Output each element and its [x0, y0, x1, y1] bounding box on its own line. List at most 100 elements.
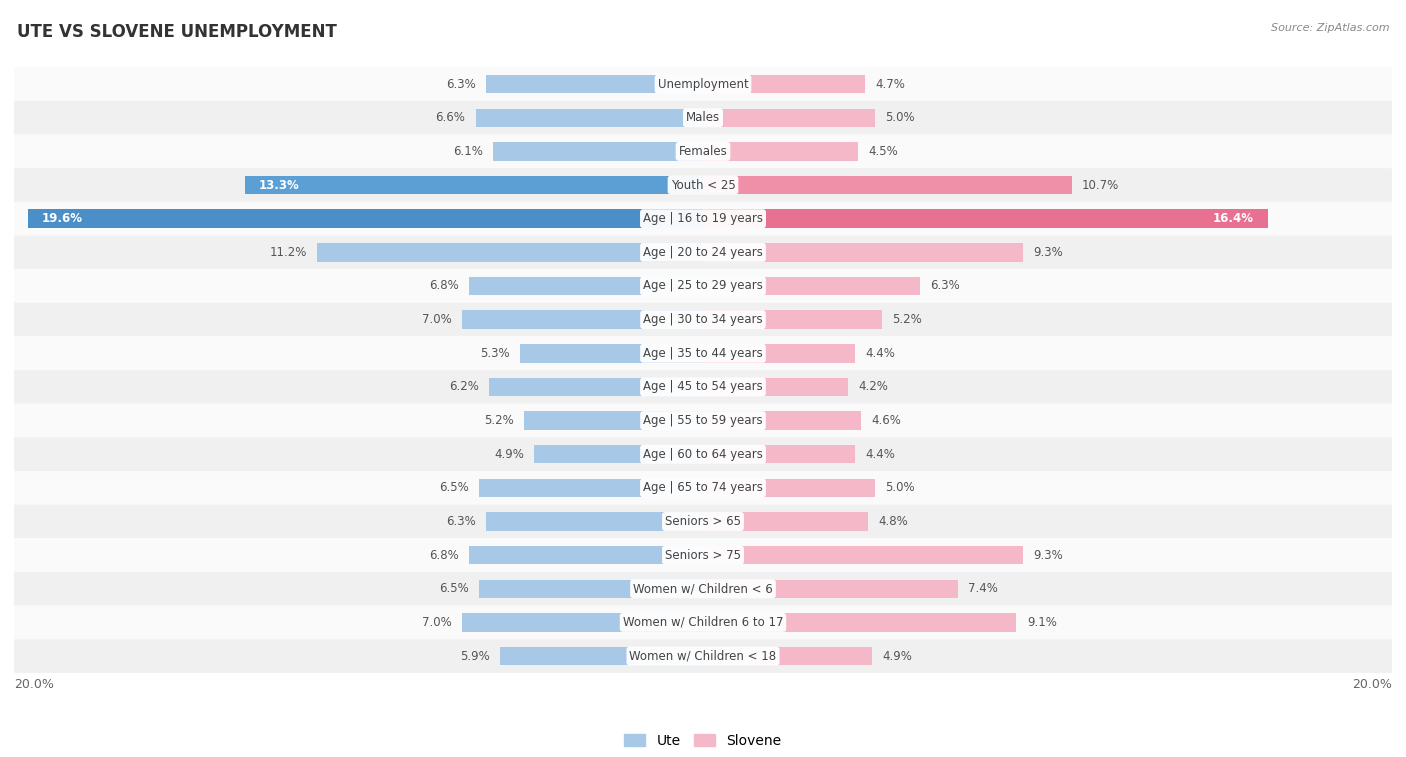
Bar: [245, 176, 703, 195]
FancyBboxPatch shape: [14, 303, 1392, 336]
Text: 5.3%: 5.3%: [481, 347, 510, 360]
Bar: [520, 344, 703, 363]
Bar: [499, 646, 703, 665]
FancyBboxPatch shape: [14, 572, 1392, 606]
Text: Women w/ Children 6 to 17: Women w/ Children 6 to 17: [623, 616, 783, 629]
Bar: [703, 512, 869, 531]
Bar: [461, 310, 703, 329]
Text: 6.8%: 6.8%: [429, 279, 458, 292]
FancyBboxPatch shape: [14, 370, 1392, 403]
Bar: [703, 176, 1071, 195]
Text: 6.3%: 6.3%: [446, 515, 475, 528]
Bar: [475, 108, 703, 127]
Bar: [703, 108, 875, 127]
Text: 6.3%: 6.3%: [931, 279, 960, 292]
Text: Age | 45 to 54 years: Age | 45 to 54 years: [643, 381, 763, 394]
Text: 7.4%: 7.4%: [969, 582, 998, 595]
Text: 6.1%: 6.1%: [453, 145, 482, 158]
Text: 6.6%: 6.6%: [436, 111, 465, 124]
Bar: [479, 580, 703, 598]
FancyBboxPatch shape: [14, 606, 1392, 639]
Text: 9.3%: 9.3%: [1033, 246, 1063, 259]
Text: 4.4%: 4.4%: [865, 347, 894, 360]
Text: Source: ZipAtlas.com: Source: ZipAtlas.com: [1271, 23, 1389, 33]
Text: 4.4%: 4.4%: [865, 447, 894, 461]
Bar: [703, 142, 858, 160]
Bar: [703, 210, 1268, 228]
Text: Seniors > 65: Seniors > 65: [665, 515, 741, 528]
Text: 5.0%: 5.0%: [886, 481, 915, 494]
Text: 6.5%: 6.5%: [439, 481, 468, 494]
Text: Age | 65 to 74 years: Age | 65 to 74 years: [643, 481, 763, 494]
Text: 4.5%: 4.5%: [869, 145, 898, 158]
Text: Males: Males: [686, 111, 720, 124]
Text: 9.3%: 9.3%: [1033, 549, 1063, 562]
Text: 9.1%: 9.1%: [1026, 616, 1057, 629]
FancyBboxPatch shape: [14, 538, 1392, 572]
Bar: [703, 613, 1017, 631]
Bar: [703, 546, 1024, 565]
Text: Age | 30 to 34 years: Age | 30 to 34 years: [643, 313, 763, 326]
Bar: [524, 411, 703, 430]
Text: Unemployment: Unemployment: [658, 78, 748, 91]
Text: UTE VS SLOVENE UNEMPLOYMENT: UTE VS SLOVENE UNEMPLOYMENT: [17, 23, 337, 41]
Text: 6.8%: 6.8%: [429, 549, 458, 562]
Text: 4.7%: 4.7%: [875, 78, 905, 91]
Bar: [468, 277, 703, 295]
Text: 20.0%: 20.0%: [1353, 678, 1392, 691]
Bar: [703, 344, 855, 363]
Bar: [468, 546, 703, 565]
FancyBboxPatch shape: [14, 202, 1392, 235]
Bar: [486, 512, 703, 531]
Bar: [534, 445, 703, 463]
Bar: [28, 210, 703, 228]
FancyBboxPatch shape: [14, 438, 1392, 471]
Text: 6.5%: 6.5%: [439, 582, 468, 595]
FancyBboxPatch shape: [14, 639, 1392, 673]
Bar: [703, 243, 1024, 262]
Text: 6.3%: 6.3%: [446, 78, 475, 91]
Bar: [703, 310, 882, 329]
Text: 20.0%: 20.0%: [14, 678, 53, 691]
Bar: [318, 243, 703, 262]
Text: Age | 35 to 44 years: Age | 35 to 44 years: [643, 347, 763, 360]
FancyBboxPatch shape: [14, 269, 1392, 303]
FancyBboxPatch shape: [14, 168, 1392, 202]
Bar: [461, 613, 703, 631]
FancyBboxPatch shape: [14, 235, 1392, 269]
FancyBboxPatch shape: [14, 67, 1392, 101]
Bar: [489, 378, 703, 396]
Text: Seniors > 75: Seniors > 75: [665, 549, 741, 562]
Bar: [703, 580, 957, 598]
Text: 5.0%: 5.0%: [886, 111, 915, 124]
Bar: [486, 75, 703, 93]
Text: 7.0%: 7.0%: [422, 313, 451, 326]
FancyBboxPatch shape: [14, 403, 1392, 438]
Text: 5.2%: 5.2%: [484, 414, 513, 427]
Bar: [703, 277, 920, 295]
Text: 6.2%: 6.2%: [450, 381, 479, 394]
FancyBboxPatch shape: [14, 505, 1392, 538]
Text: Age | 55 to 59 years: Age | 55 to 59 years: [643, 414, 763, 427]
Text: 13.3%: 13.3%: [259, 179, 299, 192]
Text: Age | 60 to 64 years: Age | 60 to 64 years: [643, 447, 763, 461]
Text: Women w/ Children < 6: Women w/ Children < 6: [633, 582, 773, 595]
Bar: [494, 142, 703, 160]
Text: 4.9%: 4.9%: [882, 650, 912, 662]
Text: 11.2%: 11.2%: [270, 246, 307, 259]
Text: Women w/ Children < 18: Women w/ Children < 18: [630, 650, 776, 662]
Legend: Ute, Slovene: Ute, Slovene: [619, 728, 787, 753]
FancyBboxPatch shape: [14, 336, 1392, 370]
Text: 10.7%: 10.7%: [1083, 179, 1119, 192]
FancyBboxPatch shape: [14, 101, 1392, 135]
Text: 7.0%: 7.0%: [422, 616, 451, 629]
Bar: [703, 445, 855, 463]
Text: Youth < 25: Youth < 25: [671, 179, 735, 192]
FancyBboxPatch shape: [14, 135, 1392, 168]
Text: Females: Females: [679, 145, 727, 158]
Text: 4.2%: 4.2%: [858, 381, 887, 394]
Bar: [703, 411, 862, 430]
Bar: [703, 646, 872, 665]
Text: 4.8%: 4.8%: [879, 515, 908, 528]
Text: 5.2%: 5.2%: [893, 313, 922, 326]
